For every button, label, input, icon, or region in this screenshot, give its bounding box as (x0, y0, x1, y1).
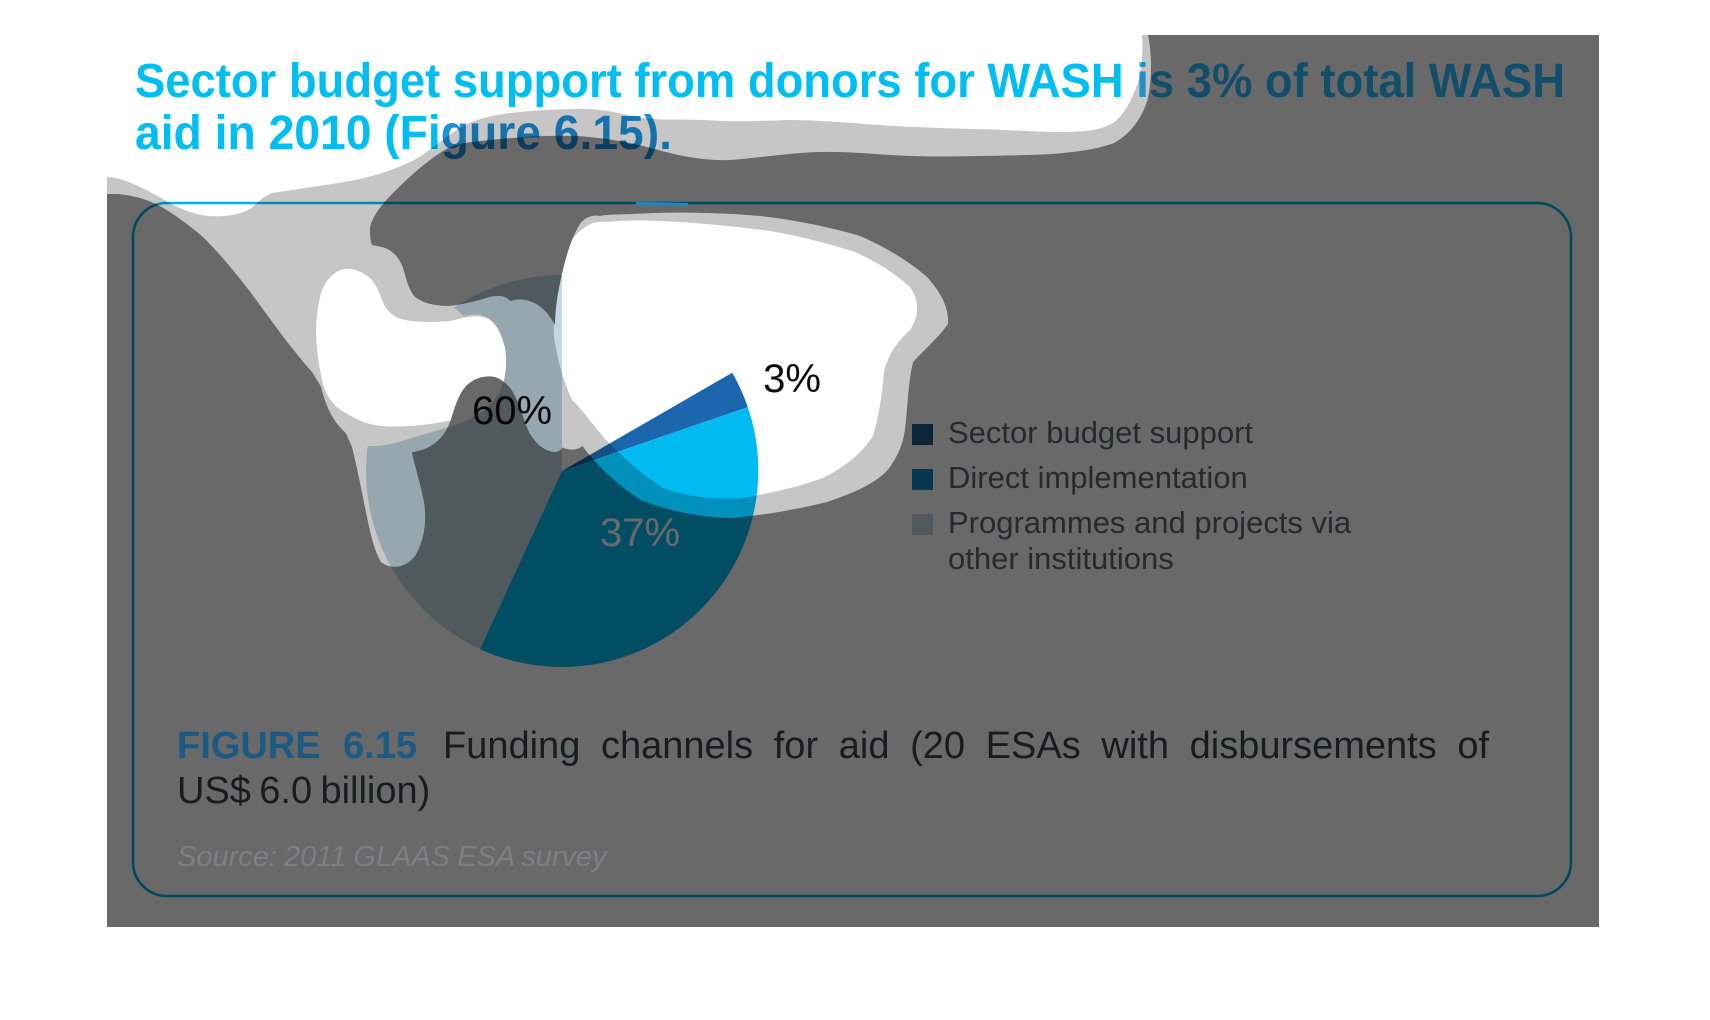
svg-text:Sector budget support: Sector budget support (948, 415, 1253, 450)
svg-text:FIGURE 6.15: FIGURE 6.15 (177, 725, 417, 767)
svg-text:Programmes and projects via: Programmes and projects via (948, 505, 1352, 540)
svg-text:US$ 6.0 billion): US$ 6.0 billion) (177, 770, 430, 812)
svg-text:Funding channels for aid (20 E: Funding channels for aid (20 ESAs with d… (443, 725, 1490, 767)
svg-text:other institutions: other institutions (948, 541, 1174, 576)
svg-text:Source: 2011 GLAAS ESA survey: Source: 2011 GLAAS ESA survey (177, 841, 608, 873)
svg-text:Direct implementation: Direct implementation (948, 460, 1248, 495)
